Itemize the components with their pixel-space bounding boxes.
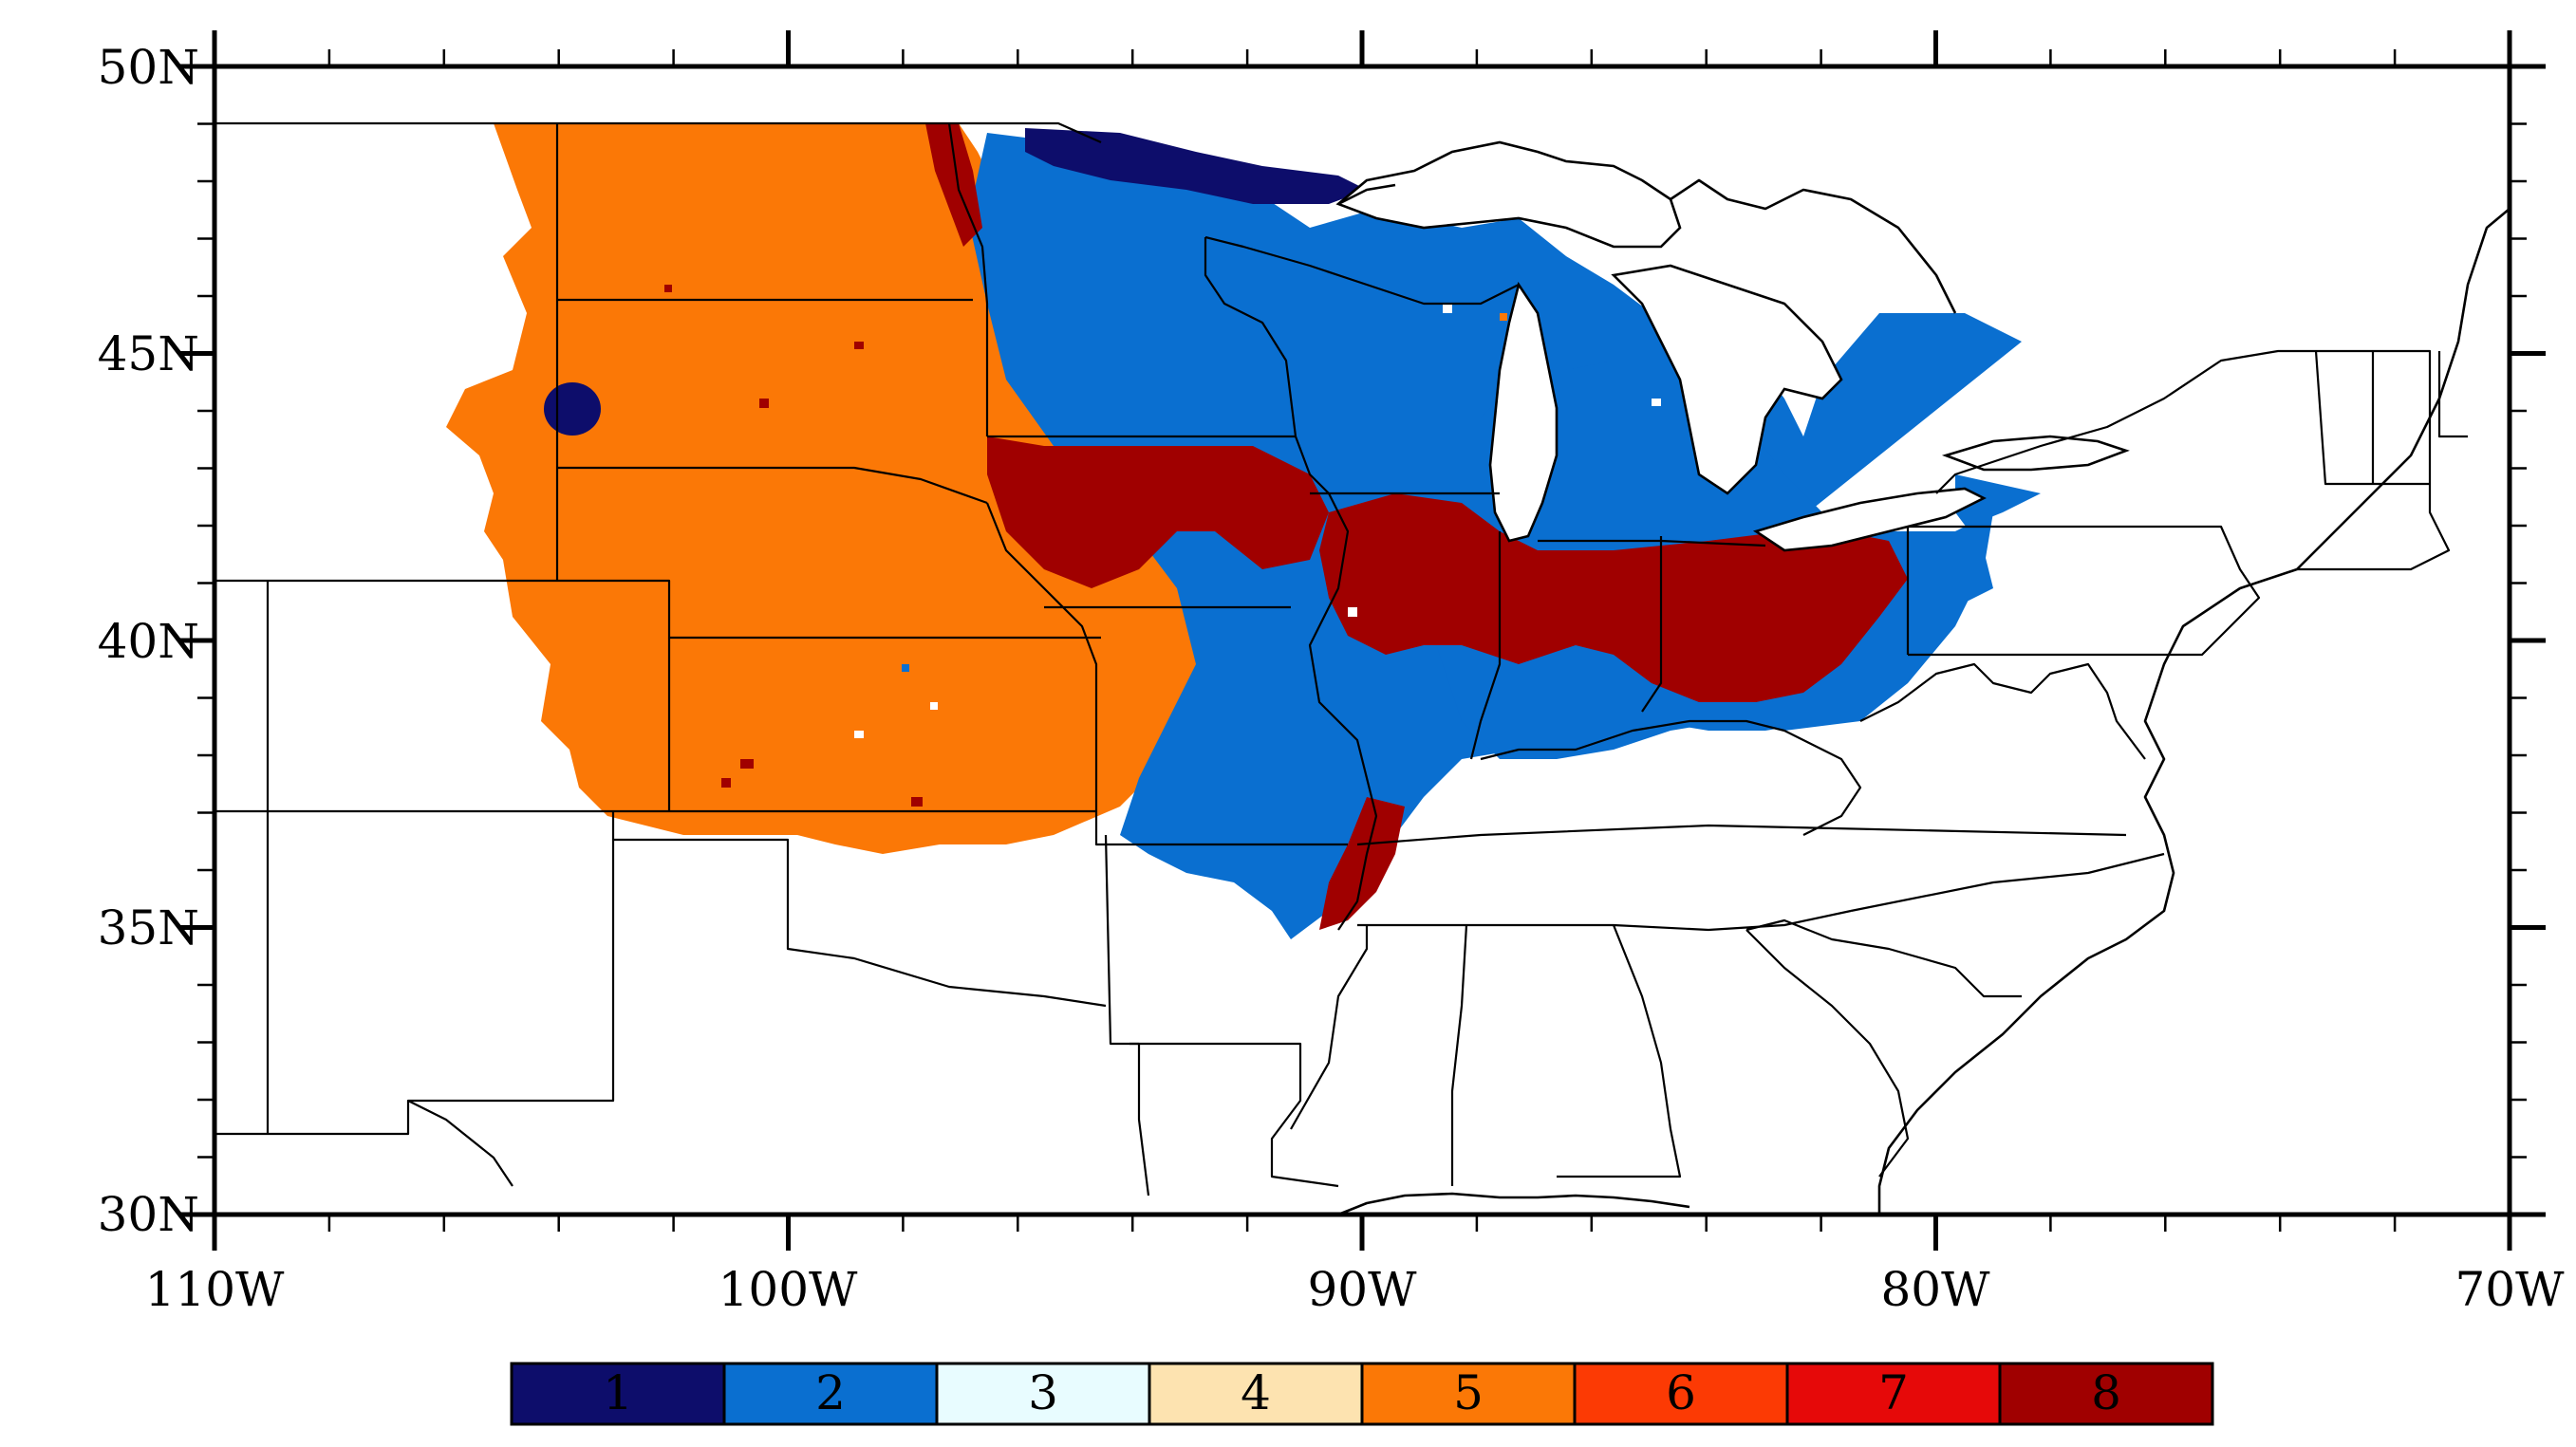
- lat-label-40n: 40N: [98, 614, 199, 669]
- legend-swatch-3: [935, 1362, 1151, 1426]
- border-ga-al: [1557, 924, 1682, 1178]
- state-borders: [215, 121, 2468, 1197]
- lon-label-80w: 80W: [1880, 1262, 1990, 1317]
- border-la: [1129, 1042, 1339, 1188]
- class-8-region-mississippi: [1319, 797, 1405, 930]
- legend-label-3: 3: [1028, 1365, 1058, 1420]
- colorbar-legend: 1 2 3 4 5 6 7 8: [510, 1362, 2214, 1426]
- border-nd-mn: [947, 122, 989, 436]
- lat-label-35n: 35N: [98, 900, 199, 955]
- border-co-ne: [215, 579, 1101, 640]
- legend-swatch-4: [1148, 1362, 1364, 1426]
- gulf-coast: [1337, 1192, 1690, 1216]
- border-wi-mi: [1204, 235, 1520, 306]
- lat-axis-labels: 50N 45N 40N 35N 30N: [98, 40, 199, 1242]
- border-tx-south: [407, 1100, 513, 1187]
- class-1-region: [1025, 128, 1367, 204]
- legend-label-8: 8: [2091, 1365, 2121, 1420]
- map-frame: [178, 30, 2546, 1251]
- lake-ontario: [1941, 435, 2130, 472]
- class-5-region: [446, 123, 1272, 854]
- hudson-bay-coast: [1337, 183, 1396, 206]
- lat-label-30n: 30N: [98, 1187, 199, 1242]
- legend-label-2: 2: [815, 1365, 846, 1420]
- border-sd-ne: [557, 466, 988, 505]
- legend-label-4: 4: [1241, 1365, 1271, 1420]
- speckles: [664, 285, 1661, 807]
- border-new-england: [2314, 350, 2468, 486]
- legend-swatch-8: [1998, 1362, 2214, 1426]
- lake-superior: [1335, 140, 1682, 249]
- class-1-patch: [544, 382, 601, 436]
- lake-erie: [1752, 487, 1987, 552]
- legend-swatch-5: [1360, 1362, 1577, 1426]
- lon-label-70w: 70W: [2455, 1262, 2565, 1317]
- lon-label-110w: 110W: [145, 1262, 285, 1317]
- legend-label-1: 1: [603, 1365, 633, 1420]
- border-ky-tn: [1356, 824, 2127, 846]
- lake-michigan: [1488, 281, 1559, 543]
- border-il-in: [1469, 531, 1502, 760]
- border-49n: [215, 121, 1102, 144]
- lake-huron: [1611, 264, 1843, 495]
- class-8-region: [987, 436, 1329, 588]
- lon-axis-labels: 110W 100W 90W 80W 70W: [145, 1262, 2566, 1317]
- data-field: [446, 123, 2041, 939]
- tick-marks: [178, 30, 2546, 1251]
- border-in-oh: [1641, 536, 1663, 713]
- border-ms-al: [1290, 925, 1369, 1130]
- border-ms: [1450, 924, 1468, 1186]
- border-ar: [1104, 834, 1150, 1197]
- legend-swatch-6: [1573, 1362, 1789, 1426]
- legend-swatch-7: [1785, 1362, 2002, 1426]
- lat-label-45n: 45N: [98, 326, 199, 381]
- border-ny: [1935, 349, 2451, 571]
- border-mn-wi: [1204, 237, 1297, 437]
- legend-swatch-1: [510, 1362, 726, 1426]
- legend-swatch-2: [722, 1362, 939, 1426]
- border-ok-tx: [611, 811, 1107, 1008]
- border-nc-sc: [1745, 918, 2022, 998]
- border-tn-south: [1357, 909, 1852, 932]
- border-va-nc: [1850, 852, 2165, 913]
- border-ga-sc: [1745, 929, 1910, 1178]
- legend-label-7: 7: [1878, 1365, 1909, 1420]
- lon-label-100w: 100W: [719, 1262, 858, 1317]
- border-pa: [1908, 525, 2261, 657]
- border-mi-in-oh: [1538, 539, 1766, 547]
- legend-label-6: 6: [1666, 1365, 1696, 1420]
- border-ks-mo: [1094, 811, 1348, 846]
- class-8-region-red-river: [925, 123, 982, 247]
- border-nm-tx: [215, 840, 615, 1136]
- legend-label-5: 5: [1453, 1365, 1484, 1420]
- border-ky-north: [1480, 719, 1862, 836]
- canada-coast-north: [1670, 178, 1957, 314]
- lat-label-50n: 50N: [98, 40, 199, 95]
- border-wv-va: [1859, 662, 2146, 760]
- lon-label-90w: 90W: [1307, 1262, 1417, 1317]
